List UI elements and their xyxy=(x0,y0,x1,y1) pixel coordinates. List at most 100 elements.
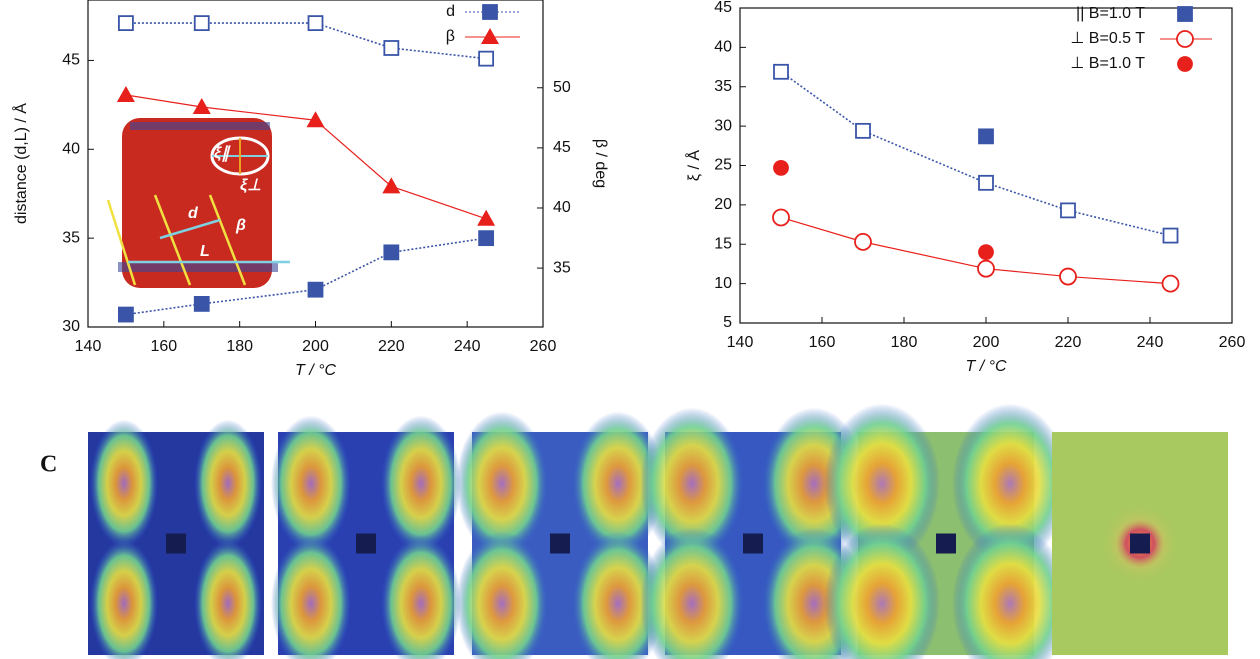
x-tick-label: 180 xyxy=(891,334,918,351)
y-tick-label: 40 xyxy=(62,141,80,158)
legend-label: d xyxy=(446,3,455,20)
panel-lobe xyxy=(271,535,351,659)
panel-lobe xyxy=(640,407,744,560)
x-tick-label: 160 xyxy=(809,334,836,351)
series-line xyxy=(780,71,1171,237)
panel-lobe xyxy=(456,531,548,659)
x-tick-label: 160 xyxy=(150,338,177,355)
x-tick-label: 200 xyxy=(973,334,1000,351)
y-tick-label: 35 xyxy=(714,78,732,95)
series-line xyxy=(125,22,487,60)
x-tick-label: 140 xyxy=(727,334,754,351)
data-point xyxy=(118,15,134,32)
y-axis-label: distance (d,L) / Å xyxy=(11,103,30,224)
y2-tick-label: 40 xyxy=(553,199,571,216)
legend-label: ⊥ B=0.5 T xyxy=(1070,30,1145,47)
data-point xyxy=(855,122,871,139)
legend-label: β xyxy=(446,28,455,45)
x-tick-label: 140 xyxy=(75,338,102,355)
panel-lobe xyxy=(824,403,940,564)
x-tick-label: 260 xyxy=(1219,334,1246,351)
x-tick-label: 220 xyxy=(378,338,405,355)
inset-illustration: ξ∥ ξ⊥ d Lβ n || B xyxy=(106,118,333,288)
data-point xyxy=(1162,227,1179,244)
y2-tick-label: 45 xyxy=(553,139,571,156)
panel-beamstop xyxy=(550,533,570,554)
panel-lobe xyxy=(271,415,351,552)
data-point xyxy=(977,259,995,278)
data-point xyxy=(192,97,211,114)
diffraction-panels xyxy=(88,403,1228,659)
panel-label: C xyxy=(40,452,57,478)
data-point xyxy=(772,208,790,227)
panel-beamstop xyxy=(356,533,376,554)
legend-label: || B=1.0 T xyxy=(1076,5,1145,22)
inset-line xyxy=(208,194,247,286)
data-point xyxy=(383,40,400,56)
inset-line xyxy=(106,199,137,286)
inset-label: ξ⊥ xyxy=(240,177,261,194)
data-point xyxy=(383,244,400,261)
panel-lobe xyxy=(572,531,664,659)
data-point xyxy=(307,15,324,32)
data-point xyxy=(773,63,789,80)
inset-blob xyxy=(122,118,272,288)
y-tick-label: 30 xyxy=(62,318,80,335)
series-line xyxy=(780,216,1171,285)
data-point xyxy=(1161,274,1180,293)
panel-lobe xyxy=(572,411,664,556)
y2-tick-label: 50 xyxy=(553,79,571,96)
x-tick-label: 240 xyxy=(1137,334,1164,351)
inset-label: d xyxy=(188,205,199,222)
panel-lobe xyxy=(194,419,262,548)
data-point xyxy=(978,128,994,145)
legend-marker xyxy=(482,4,498,20)
legend-label: ⊥ B=1.0 T xyxy=(1070,55,1145,72)
panel-beamstop xyxy=(936,533,956,554)
data-point xyxy=(478,230,495,247)
inset-line xyxy=(153,194,192,286)
y-tick-label: 25 xyxy=(714,157,732,174)
inset-arrow xyxy=(159,218,221,240)
panel-beamstop xyxy=(743,533,763,554)
y-tick-label: 15 xyxy=(714,235,732,252)
panel-beamstop xyxy=(1130,533,1150,554)
panel-beamstop xyxy=(166,533,186,554)
inset-stripe xyxy=(118,262,278,272)
panel-lobe xyxy=(640,527,744,659)
x-axis-label: T / °C xyxy=(295,362,337,379)
data-point xyxy=(978,174,994,191)
inset-label: β xyxy=(235,217,246,234)
y-axis-label: ξ / Å xyxy=(684,150,703,182)
data-point xyxy=(193,15,210,32)
data-point xyxy=(478,50,495,67)
y-tick-label: 5 xyxy=(723,314,732,331)
legend-marker xyxy=(481,28,499,44)
data-point xyxy=(382,177,401,194)
data-point xyxy=(307,281,324,298)
y-tick-label: 45 xyxy=(62,52,80,69)
x-axis-label: T / °C xyxy=(965,358,1007,375)
y2-axis-label: β / deg xyxy=(592,139,609,188)
data-point xyxy=(773,159,789,176)
inset-stripe xyxy=(130,122,270,130)
y-tick-label: 45 xyxy=(714,0,732,16)
panel-lobe xyxy=(381,415,461,552)
data-point xyxy=(118,306,134,323)
y-tick-label: 30 xyxy=(714,117,732,134)
y-tick-label: 20 xyxy=(714,196,732,213)
x-tick-label: 240 xyxy=(454,338,481,355)
legend-marker xyxy=(1177,6,1193,22)
y-tick-label: 35 xyxy=(62,229,80,246)
panel-lobe xyxy=(456,411,548,556)
panel-lobe xyxy=(952,523,1068,659)
panel-lobe xyxy=(194,539,262,659)
data-point xyxy=(978,244,994,261)
inset-label: L xyxy=(200,243,210,260)
panel-lobe xyxy=(90,419,158,548)
data-point xyxy=(1060,202,1076,219)
panel-lobe xyxy=(381,535,461,659)
x-tick-label: 220 xyxy=(1055,334,1082,351)
data-point xyxy=(854,232,872,251)
